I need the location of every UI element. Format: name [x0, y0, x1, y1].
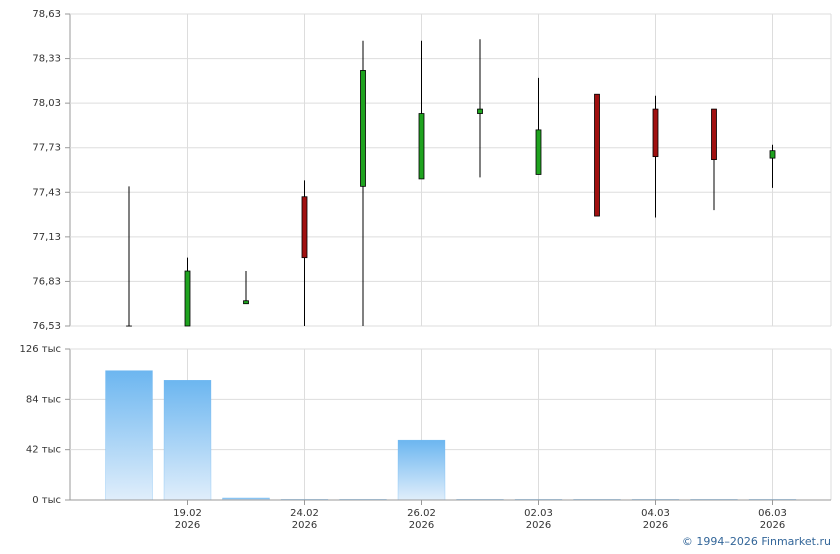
y-tick-label: 76,53	[32, 321, 61, 332]
y-tick-label: 78,63	[32, 9, 61, 20]
y-tick-label: 77,73	[32, 143, 61, 154]
volume-bar	[398, 440, 445, 500]
y-tick-label: 42 тыс	[26, 445, 61, 456]
y-tick-label: 78,33	[32, 54, 61, 65]
candle-body	[770, 151, 775, 158]
candle-body	[419, 114, 424, 179]
candle-body	[185, 271, 190, 326]
x-tick-year: 2026	[175, 520, 200, 531]
y-tick-label: 77,13	[32, 232, 61, 243]
candle-body	[712, 109, 717, 160]
y-tick-label: 84 тыс	[26, 394, 61, 405]
y-tick-label: 78,03	[32, 98, 61, 109]
y-tick-label: 0 тыс	[32, 495, 61, 506]
x-tick-label: 04.03	[641, 508, 670, 519]
y-tick-label: 77,43	[32, 187, 61, 198]
candle-body	[244, 301, 249, 304]
candle-body	[302, 197, 307, 258]
x-tick-label: 26.02	[407, 508, 436, 519]
x-tick-label: 19.02	[173, 508, 202, 519]
footer: © 1994–2026 Finmarket.ru	[682, 535, 831, 548]
y-tick-label: 76,83	[32, 276, 61, 287]
candle-body	[653, 109, 658, 157]
x-tick-label: 06.03	[758, 508, 787, 519]
x-tick-year: 2026	[526, 520, 551, 531]
candle-body	[595, 94, 600, 216]
x-tick-year: 2026	[409, 520, 434, 531]
y-tick-label: 126 тыс	[20, 344, 61, 355]
x-tick-label: 24.02	[290, 508, 319, 519]
candle-body	[478, 109, 483, 113]
x-tick-year: 2026	[760, 520, 785, 531]
x-tick-label: 02.03	[524, 508, 553, 519]
candle-body	[536, 130, 541, 175]
x-tick-year: 2026	[643, 520, 668, 531]
candle-body	[361, 70, 366, 186]
volume-bar	[164, 380, 211, 500]
x-tick-year: 2026	[292, 520, 317, 531]
volume-bar	[106, 371, 153, 500]
